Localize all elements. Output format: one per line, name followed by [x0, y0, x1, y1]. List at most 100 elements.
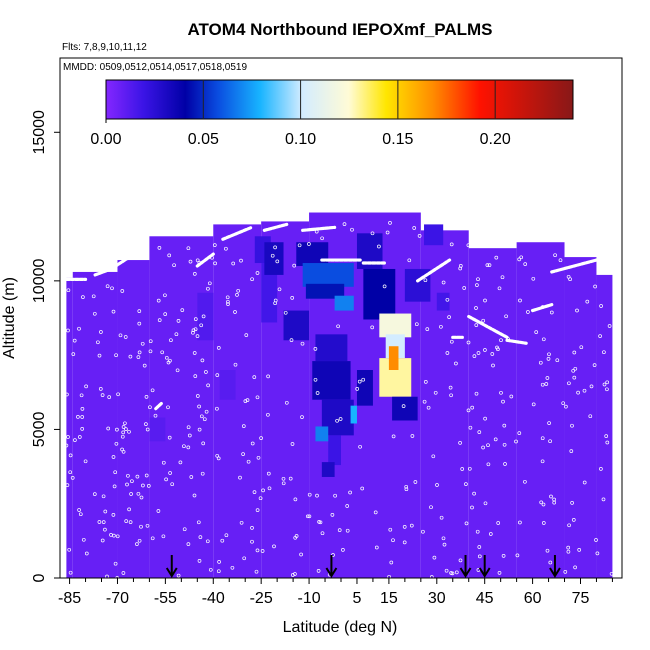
sample-marker	[300, 341, 305, 346]
sample-marker	[167, 435, 172, 440]
sample-marker	[320, 236, 324, 241]
sample-marker	[283, 310, 288, 315]
x-axis: -85 -70 -55 -40 -25 -10 5 15 30 45 60 75	[58, 578, 613, 607]
sample-marker	[186, 542, 191, 546]
sample-marker	[483, 348, 487, 352]
sample-marker	[137, 350, 142, 355]
sample-marker	[239, 520, 244, 525]
sample-marker	[593, 284, 597, 289]
sample-marker	[145, 523, 150, 528]
sample-marker	[129, 492, 133, 496]
heatmap-cell	[264, 242, 284, 275]
x-tick-label: -40	[202, 590, 225, 607]
plot-area	[64, 196, 614, 578]
sample-marker	[567, 381, 571, 386]
sample-marker	[330, 513, 335, 517]
sample-marker	[199, 323, 204, 328]
sample-marker	[127, 429, 131, 434]
sample-marker	[137, 538, 142, 543]
sample-marker	[540, 459, 545, 464]
sample-marker	[244, 333, 249, 337]
sample-marker	[210, 255, 214, 260]
sample-marker	[477, 430, 482, 434]
heatmap-cell	[219, 370, 236, 400]
sample-marker	[499, 390, 503, 395]
sample-marker	[602, 350, 606, 355]
sample-marker	[333, 493, 337, 498]
sample-marker	[252, 375, 257, 379]
sample-marker	[186, 425, 191, 430]
y-tick-label: 0	[31, 573, 48, 582]
sample-marker	[150, 388, 155, 393]
sample-marker	[592, 363, 597, 367]
colorbar-gradient	[105, 79, 574, 120]
sample-marker	[607, 324, 612, 328]
sample-marker	[441, 536, 446, 541]
sample-marker	[410, 434, 415, 438]
sample-marker	[273, 245, 277, 250]
sample-marker	[509, 394, 514, 399]
sample-marker	[273, 298, 278, 303]
sample-marker	[239, 258, 243, 263]
sample-marker	[544, 382, 549, 386]
sample-marker	[569, 449, 574, 453]
sample-marker	[195, 334, 200, 338]
sample-marker	[206, 383, 210, 388]
background-cell	[596, 274, 613, 578]
sample-marker	[141, 483, 145, 488]
sample-marker	[175, 368, 180, 373]
sample-marker	[186, 246, 191, 251]
sample-marker	[292, 263, 297, 268]
sample-marker	[168, 471, 172, 475]
sample-marker	[539, 500, 544, 505]
sample-marker	[515, 553, 520, 558]
sample-marker	[176, 573, 181, 578]
sample-marker	[464, 482, 468, 486]
colorbar: 0.00 0.05 0.10 0.15 0.20	[90, 79, 574, 148]
sample-marker	[307, 492, 312, 497]
sample-marker	[599, 467, 603, 471]
sample-marker	[422, 399, 427, 404]
sample-marker	[135, 474, 140, 479]
x-tick-label: 5	[353, 590, 362, 607]
down-arrow-icon	[478, 555, 491, 578]
sample-marker	[502, 442, 507, 447]
sample-marker	[315, 391, 320, 395]
x-tick-label: -10	[298, 590, 321, 607]
sample-marker	[297, 243, 302, 248]
flight-track	[530, 303, 554, 313]
sample-marker	[236, 288, 241, 293]
sample-marker	[338, 417, 343, 421]
sample-marker	[595, 551, 600, 556]
sample-marker	[462, 286, 467, 290]
sample-marker	[66, 435, 70, 439]
sample-marker	[112, 484, 117, 489]
sample-marker	[266, 412, 270, 417]
sample-marker	[195, 394, 200, 398]
heatmap-cell	[305, 283, 345, 299]
sample-marker	[314, 229, 319, 234]
sample-marker	[166, 405, 170, 410]
sample-marker	[350, 227, 354, 232]
sample-marker	[425, 327, 430, 331]
sample-marker	[281, 481, 286, 486]
sample-marker	[123, 421, 127, 426]
sample-marker	[579, 345, 584, 350]
sample-marker	[96, 340, 100, 345]
sample-marker	[198, 535, 203, 539]
heatmap-cell	[334, 295, 354, 311]
sample-marker	[260, 549, 265, 553]
background-cell	[564, 257, 597, 578]
sample-marker	[476, 277, 480, 282]
sample-marker	[486, 443, 490, 448]
sample-marker	[449, 393, 453, 398]
sample-marker	[161, 534, 166, 539]
sample-marker	[358, 444, 362, 449]
sample-marker	[357, 379, 362, 384]
sample-marker	[414, 322, 419, 327]
sample-marker	[318, 520, 323, 525]
sample-marker	[567, 523, 571, 528]
sample-marker	[110, 286, 114, 291]
sample-marker	[70, 476, 75, 480]
heatmap-cell	[312, 361, 351, 400]
